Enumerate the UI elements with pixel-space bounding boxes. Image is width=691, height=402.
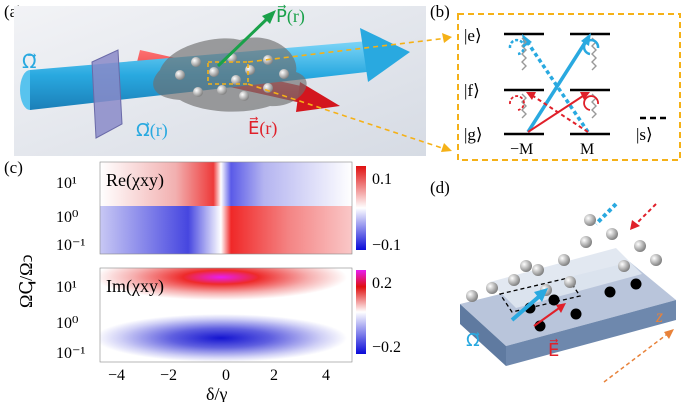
blue-solid-arrowhead <box>581 33 591 46</box>
slab-top <box>460 262 676 346</box>
green-arrow <box>216 14 272 68</box>
ytick-im-10-0: 10⁰ <box>56 315 78 332</box>
panel-a-illustration: Ω⃗ Ω⃗(r) P⃗(r) E⃗(r) <box>14 5 452 156</box>
xtick-4: 4 <box>322 367 330 384</box>
xtick-0: −4 <box>108 367 125 384</box>
cbar-im-top: 0.2 <box>372 275 392 292</box>
re-map-upper <box>100 162 352 206</box>
slab-front-left <box>460 304 506 366</box>
incoming-blue-dashed <box>594 202 618 226</box>
blue-solid-transition <box>526 37 590 133</box>
omega-arrow <box>510 292 544 322</box>
ytick-im-10-1: 10¹ <box>56 279 77 296</box>
omega-r-label: Ω⃗(r) <box>136 120 168 141</box>
cbar-re-bottom: −0.1 <box>372 237 401 254</box>
p-r-label: P⃗(r) <box>276 5 305 27</box>
dashed-region <box>498 277 582 313</box>
spatial-modulator-plate <box>91 49 123 139</box>
panel-b-frame <box>457 13 681 161</box>
z-axis <box>603 331 671 383</box>
e-label-d: E⃗ <box>548 339 559 360</box>
cbar-im-bottom: −0.2 <box>372 339 401 356</box>
z-label: z <box>655 306 663 326</box>
minus-m-label: −M <box>510 141 533 158</box>
ytick-re-10-0: 10⁰ <box>56 209 78 226</box>
red-solid-transition <box>527 93 587 133</box>
e-r-label: E⃗(r) <box>248 117 277 139</box>
loop-blue-right <box>582 38 600 56</box>
cbar-re-top: 0.1 <box>372 171 392 188</box>
slab-front-right <box>506 300 676 366</box>
loop-red-left <box>509 95 525 111</box>
connector-bottom-arrow <box>441 143 452 152</box>
upper-atoms <box>466 214 662 302</box>
xtick-1: −2 <box>160 367 177 384</box>
panel-d-illustration: z Ω⃗ E⃗ <box>460 202 676 383</box>
colorbar-re <box>356 166 366 250</box>
state-s-label: |s⟩ <box>636 125 653 144</box>
incoming-red-arrowhead <box>630 220 640 230</box>
selection-box <box>207 61 249 85</box>
ytick-re-10-m1: 10⁻¹ <box>56 237 85 254</box>
im-chi-label: Im(χxy) <box>106 276 164 297</box>
ytick-re-10-1: 10¹ <box>56 175 77 192</box>
state-g-label: |g⟩ <box>464 125 483 144</box>
panel-c-susceptibility-maps: 0.1 −0.1 0.2 −0.2 Re(χxy) Im(χxy) 10¹ 10… <box>16 161 401 402</box>
state-f-label: |f⟩ <box>464 81 480 100</box>
e-arrow <box>533 305 563 327</box>
im-map-upper <box>100 268 352 314</box>
blue-beam-arrowhead <box>360 28 410 82</box>
y-axis-label: Ωↅ/Ωↄ <box>16 254 36 308</box>
re-map-lower <box>100 206 352 254</box>
red-solid-arrowhead <box>580 92 590 100</box>
ytick-im-10-m1: 10⁻¹ <box>56 345 85 362</box>
xtick-3: 2 <box>270 367 278 384</box>
connector-bottom <box>247 83 449 151</box>
red-dashed-transition <box>529 93 589 133</box>
omega-arrowhead <box>534 288 548 302</box>
colorbar-im <box>356 270 366 354</box>
decay-wiggle-1 <box>521 37 527 71</box>
red-dashed-arrowhead <box>526 92 536 100</box>
xtick-2: 0 <box>222 367 230 384</box>
loop-red-right <box>583 95 599 111</box>
im-map-lower <box>100 314 352 362</box>
re-chi-label: Re(χxy) <box>106 170 164 191</box>
panel-b-level-diagram: |e⟩ |f⟩ |g⟩ −M M |s⟩ <box>457 13 681 161</box>
im-map-frame <box>99 267 353 363</box>
incoming-red-dashed <box>633 203 657 227</box>
re-map-frame <box>99 161 353 255</box>
connector-top-arrow <box>442 33 452 43</box>
panel-label-d: (d) <box>430 178 450 197</box>
z-axis-arrowhead <box>664 329 674 339</box>
decay-wiggle-3 <box>521 93 527 119</box>
loop-blue-left <box>508 38 526 56</box>
connector-top <box>247 37 449 63</box>
e-arrowhead <box>556 303 566 313</box>
m-label: M <box>580 141 594 158</box>
omega-label: Ω⃗ <box>22 52 37 73</box>
red-beam-arrowhead <box>296 82 340 112</box>
panel-label-b: (b) <box>430 2 450 21</box>
state-e-label: |e⟩ <box>464 26 482 45</box>
panel-label-c: (c) <box>4 158 23 177</box>
green-arrowhead <box>262 10 276 24</box>
decay-wiggle-2 <box>591 37 597 71</box>
x-axis-label: δ/γ <box>206 384 227 402</box>
blue-dashed-transition <box>524 39 590 133</box>
omega-label-d: Ω⃗ <box>466 330 480 350</box>
